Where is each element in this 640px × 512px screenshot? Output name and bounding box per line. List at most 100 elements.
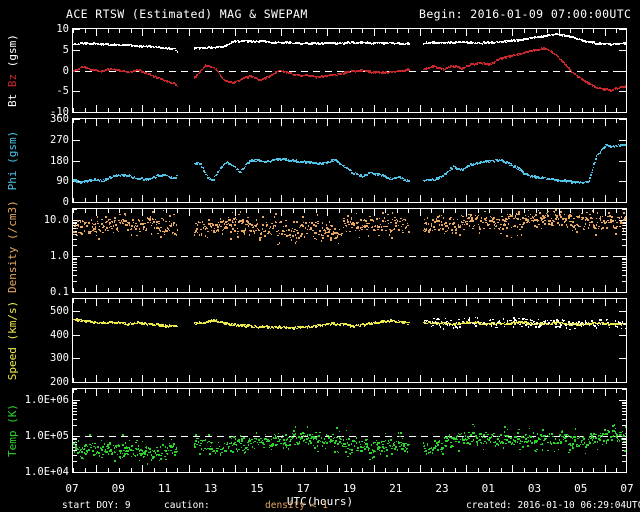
data-point [263, 40, 265, 43]
data-point [202, 167, 205, 169]
data-point [175, 84, 178, 87]
data-point [517, 218, 519, 220]
data-point [475, 325, 477, 327]
data-point [213, 227, 216, 230]
y-minor-tick [73, 270, 77, 271]
data-point [121, 452, 124, 455]
x-tick [385, 209, 387, 213]
data-point [281, 434, 284, 437]
data-point [109, 68, 111, 71]
x-tick [535, 29, 537, 33]
data-point [285, 42, 288, 45]
data-point [561, 34, 563, 36]
data-point [165, 458, 167, 461]
data-point [164, 455, 167, 458]
data-point [458, 40, 460, 43]
x-tick [177, 108, 179, 112]
data-point [373, 456, 375, 458]
x-tick [234, 375, 236, 382]
x-tick [477, 389, 479, 393]
data-point [408, 69, 410, 71]
x-tick [466, 105, 468, 112]
data-point [535, 214, 537, 216]
x-tick [107, 209, 109, 213]
y-minor-tick [73, 405, 77, 406]
data-point [275, 221, 277, 224]
data-point [321, 445, 324, 447]
data-point [235, 40, 238, 43]
data-point [75, 231, 77, 234]
x-tick [454, 209, 456, 213]
data-point [395, 225, 397, 227]
data-point [430, 225, 433, 227]
data-point [625, 42, 626, 44]
data-point [287, 448, 290, 450]
data-point [370, 71, 372, 74]
data-point [456, 66, 459, 68]
data-point [131, 225, 133, 227]
y-tick [73, 335, 80, 336]
data-point [586, 211, 588, 214]
data-point [516, 226, 519, 228]
data-point [204, 439, 207, 441]
data-point [297, 42, 299, 44]
data-point [349, 71, 352, 74]
data-point [144, 222, 146, 225]
data-point [118, 445, 120, 447]
data-point [146, 463, 149, 465]
data-point [397, 70, 400, 73]
data-point [493, 161, 496, 163]
x-tick [616, 119, 618, 123]
x-tick [327, 105, 329, 112]
x-tick [142, 389, 144, 396]
data-point [324, 447, 327, 450]
data-point [470, 41, 472, 43]
data-point [124, 442, 127, 444]
data-point [264, 77, 266, 79]
data-point [552, 34, 554, 36]
data-point [391, 71, 393, 74]
data-point [460, 41, 463, 44]
data-point [152, 218, 154, 221]
data-point [504, 224, 506, 226]
data-point [259, 239, 261, 241]
data-point [229, 42, 231, 45]
data-point [176, 174, 179, 177]
data-point [328, 231, 330, 233]
x-tick [570, 108, 572, 112]
x-tick [362, 29, 364, 33]
y-minor-tick [622, 408, 626, 409]
data-point [587, 41, 590, 44]
x-tick [500, 288, 502, 292]
x-tick [304, 299, 306, 303]
data-point [345, 225, 348, 228]
data-point [500, 223, 502, 226]
x-tick [84, 209, 86, 213]
data-point [316, 445, 319, 447]
data-point [392, 42, 395, 44]
data-point [612, 43, 614, 46]
data-point [294, 234, 297, 236]
x-tick [581, 198, 583, 202]
data-point [580, 325, 583, 328]
x-tick [281, 105, 283, 112]
data-point [399, 435, 401, 438]
data-point [311, 43, 314, 45]
data-point [459, 326, 461, 328]
data-point [206, 227, 209, 230]
data-point [429, 66, 432, 69]
data-point [175, 234, 178, 236]
y-minor-tick [73, 275, 77, 276]
x-tick [547, 119, 549, 123]
data-point [469, 42, 472, 44]
data-point [230, 442, 233, 444]
data-point [94, 42, 96, 45]
x-tick [165, 299, 167, 303]
data-point [315, 238, 318, 241]
x-tick [165, 209, 167, 213]
data-point [519, 223, 521, 226]
data-point [425, 42, 427, 45]
data-point [603, 219, 605, 222]
data-point [197, 46, 200, 49]
x-tick [558, 105, 560, 112]
